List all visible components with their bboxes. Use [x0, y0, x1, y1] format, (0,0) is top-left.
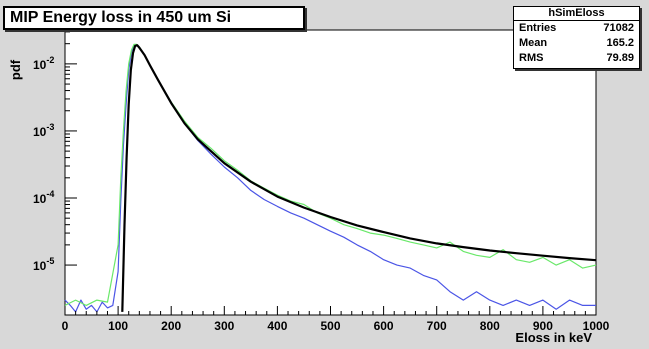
x-tick-label: 800	[480, 319, 500, 333]
stats-row-rms: RMS 79.89	[514, 51, 639, 66]
stats-label: RMS	[519, 52, 544, 64]
y-tick-exponent: -4	[46, 189, 54, 199]
x-tick-label: 700	[427, 319, 447, 333]
chart-title-box: MIP Energy loss in 450 um Si	[3, 6, 305, 30]
stats-box: hSimEloss Entries 71082 Mean 165.2 RMS 7…	[513, 6, 640, 69]
plot-frame	[64, 29, 597, 316]
series-line-1	[64, 44, 596, 313]
x-tick-label: 400	[267, 319, 287, 333]
x-tick-label: 1000	[583, 319, 610, 333]
axis-layer: 0 100 200 300 400 500 600 700 800 900 1000 10-2 10-3…	[33, 31, 610, 333]
y-tick-label: 10-4	[33, 189, 54, 206]
stats-row-entries: Entries 71082	[514, 21, 639, 36]
x-tick-label: 100	[108, 319, 128, 333]
x-tick-label: 600	[374, 319, 394, 333]
y-tick-label: 10-2	[33, 55, 54, 72]
stats-label: Entries	[519, 22, 557, 34]
y-tick-label: 10-5	[33, 256, 54, 273]
series-layer	[64, 43, 597, 313]
series-line-0	[121, 44, 597, 312]
chart-title: MIP Energy loss in 450 um Si	[10, 9, 232, 26]
stats-value: 165.2	[606, 37, 634, 49]
y-tick-exponent: -2	[46, 55, 54, 65]
y-tick-exponent: -5	[46, 256, 54, 266]
stats-row-mean: Mean 165.2	[514, 36, 639, 51]
y-axis-label: pdf	[8, 59, 23, 80]
y-tick-label: 10-3	[33, 122, 54, 139]
stats-value: 79.89	[606, 52, 634, 64]
x-tick-label: 900	[533, 319, 553, 333]
y-tick-exponent: -3	[46, 122, 54, 132]
x-tick-label: 500	[320, 319, 340, 333]
x-axis-label: Eloss in keV	[515, 330, 592, 345]
stats-label: Mean	[519, 37, 548, 49]
stats-value: 71082	[603, 22, 634, 34]
stats-name: hSimEloss	[514, 7, 639, 21]
x-tick-label: 0	[62, 319, 69, 333]
x-tick-label: 300	[214, 319, 234, 333]
x-tick-label: 200	[161, 319, 181, 333]
